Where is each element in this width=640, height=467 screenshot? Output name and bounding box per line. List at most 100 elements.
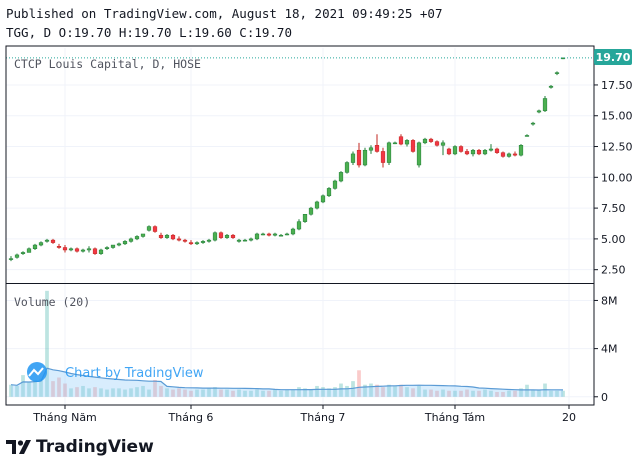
volume-bar	[81, 385, 85, 397]
watermark-text: Chart by TradingView	[65, 366, 204, 381]
candle	[422, 137, 428, 145]
price-tick-label: 7.50	[601, 202, 626, 215]
time-tick-label: Tháng 7	[300, 411, 346, 424]
candle	[434, 140, 440, 147]
volume-bar	[153, 379, 157, 397]
candle	[230, 233, 236, 239]
volume-bar	[15, 385, 19, 397]
candle	[536, 109, 542, 114]
volume-bar	[291, 389, 295, 397]
volume-bar	[141, 385, 145, 397]
volume-bar	[51, 381, 55, 397]
candle	[32, 243, 38, 250]
candle	[518, 144, 524, 157]
volume-bar	[483, 389, 487, 397]
volume-bar	[183, 389, 187, 397]
volume-bar	[219, 389, 223, 397]
volume-legend: Volume (20)	[14, 295, 90, 309]
candle	[332, 179, 338, 190]
candle	[464, 148, 470, 156]
candle	[392, 141, 398, 145]
volume-bar	[357, 370, 361, 397]
volume-ma-line	[10, 367, 564, 391]
candle	[488, 144, 494, 152]
volume-bar	[207, 388, 211, 397]
volume-bar	[459, 390, 463, 397]
candle	[212, 231, 218, 242]
volume-bar	[411, 388, 415, 397]
volume-bar	[93, 387, 97, 397]
volume-bar	[273, 389, 277, 397]
volume-bar	[99, 388, 103, 397]
candle	[506, 152, 512, 158]
volume-bars	[9, 290, 565, 397]
volume-bar	[45, 290, 49, 397]
candle	[242, 238, 248, 242]
volume-bar	[249, 390, 253, 397]
candle	[170, 233, 176, 241]
volume-bar	[279, 390, 283, 397]
volume-bar	[129, 388, 133, 397]
price-legend: CTCP Louis Capital, D, HOSE	[14, 57, 201, 71]
volume-bar	[195, 389, 199, 397]
volume-bar	[465, 389, 469, 397]
candle	[182, 238, 188, 243]
price-tick-label: 17.50	[601, 79, 633, 92]
candle	[14, 253, 20, 259]
last-price-badge	[594, 49, 632, 65]
volume-bar	[453, 390, 457, 397]
volume-bar	[417, 385, 421, 397]
candle	[308, 206, 314, 216]
candle	[236, 238, 242, 243]
candle	[50, 238, 56, 244]
candle	[200, 240, 206, 244]
volume-bar	[159, 385, 163, 397]
volume-bar	[69, 388, 73, 397]
candle	[344, 161, 350, 174]
volume-bar	[237, 389, 241, 397]
candle	[458, 145, 464, 153]
volume-bar	[255, 389, 259, 397]
candle	[98, 248, 104, 255]
candle	[362, 147, 368, 167]
candle	[128, 237, 134, 243]
volume-bar	[33, 379, 37, 397]
volume-bar	[555, 390, 559, 397]
tradingview-logo-icon	[6, 440, 31, 454]
volume-bar	[75, 387, 79, 397]
candle	[512, 151, 518, 157]
candle	[500, 151, 506, 158]
volume-bar	[225, 389, 229, 397]
candle	[260, 232, 266, 236]
candle	[56, 243, 62, 249]
candle	[164, 233, 170, 239]
candle	[74, 247, 80, 253]
candle	[248, 237, 254, 242]
volume-bar	[303, 388, 307, 397]
candle	[368, 145, 374, 154]
candle	[110, 244, 116, 249]
price-candles	[8, 57, 566, 262]
volume-bar	[381, 387, 385, 397]
candle	[26, 247, 32, 253]
candle	[380, 147, 386, 168]
tradingview-logo[interactable]: TradingView	[6, 437, 154, 457]
volume-bar	[63, 383, 67, 397]
time-axis: Tháng Năm Tháng 6 Tháng 7 Tháng Tám 20	[32, 405, 576, 424]
candle	[542, 96, 548, 113]
volume-bar	[111, 388, 115, 397]
volume-bar	[231, 390, 235, 397]
volume-bar	[9, 384, 13, 397]
volume-bar	[189, 390, 193, 397]
volume-bar	[213, 387, 217, 397]
candle	[470, 148, 476, 157]
volume-bar	[501, 391, 505, 397]
volume-bar	[87, 388, 91, 397]
candle	[416, 141, 422, 168]
candle	[206, 238, 212, 243]
candle	[86, 246, 92, 253]
volume-bar	[399, 384, 403, 397]
last-price-label: 19.70	[596, 51, 631, 64]
volume-bar	[21, 375, 25, 397]
